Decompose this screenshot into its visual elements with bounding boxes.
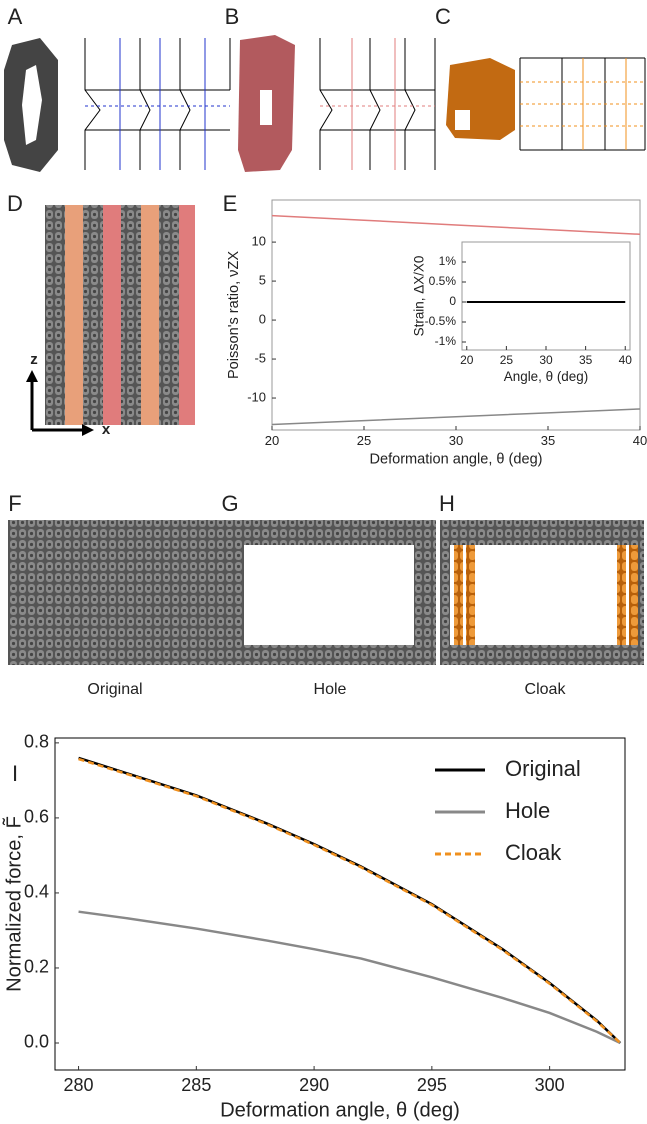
- x-tick-label: 20: [460, 353, 474, 367]
- plot-frame: [461, 241, 631, 351]
- y-tick-label: 1%: [439, 254, 457, 268]
- y-axis-label: Poisson's ratio, νZX: [226, 251, 242, 379]
- panel-letter: H: [439, 491, 455, 516]
- panel-letter: A: [8, 4, 23, 29]
- panel-label: Hole: [314, 681, 347, 698]
- y-tick-label: 0.6: [24, 807, 49, 827]
- x-tick-label: 35: [541, 433, 555, 448]
- x-axis-label: Deformation angle, θ (deg): [220, 1100, 460, 1122]
- x-tick-label: 285: [181, 1075, 211, 1095]
- panel-letter: D: [7, 191, 23, 216]
- series-line: [271, 214, 641, 236]
- panel-label: Original: [87, 681, 142, 698]
- x-tick-label: 40: [619, 353, 633, 367]
- y-tick-label: -5: [254, 350, 266, 365]
- y-tick-label: -0.5%: [425, 314, 457, 328]
- lattice-d: [26, 205, 195, 436]
- x-tick-label: 40: [633, 433, 647, 448]
- cell-illustration-a: [4, 38, 231, 172]
- y-tick-label: 0.8: [24, 732, 49, 752]
- axis-letter: x: [102, 421, 111, 438]
- y-tick-label: 5: [259, 273, 266, 288]
- lattice-hole: [222, 520, 436, 665]
- panel-letter: C: [435, 4, 451, 29]
- y-tick-label: 0.5%: [429, 274, 457, 288]
- series-line: [78, 757, 622, 1044]
- x-tick-label: 280: [64, 1075, 94, 1095]
- x-tick-label: 290: [299, 1075, 329, 1095]
- y-tick-label: 10: [252, 234, 266, 249]
- x-tick-label: 35: [579, 353, 593, 367]
- y-tick-label: 0.0: [24, 1032, 49, 1052]
- cell-illustration-c: [446, 57, 646, 151]
- y-tick-label: 0.4: [24, 882, 49, 902]
- y-axis-label: Strain, ΔX/X0: [412, 256, 427, 337]
- x-axis-label: Deformation angle, θ (deg): [369, 452, 542, 468]
- y-tick-label: 0: [259, 312, 266, 327]
- cell-illustration-b: [238, 35, 436, 172]
- y-tick-label: -10: [247, 389, 266, 404]
- legend-label: Original: [505, 756, 581, 781]
- x-tick-label: 30: [539, 353, 553, 367]
- x-tick-label: 25: [500, 353, 514, 367]
- y-tick-label: 0: [449, 294, 456, 308]
- plot-frame: [54, 737, 626, 1071]
- x-tick-label: 25: [357, 433, 371, 448]
- panel-letter: G: [221, 491, 238, 516]
- legend-label: Hole: [505, 798, 550, 823]
- lattice-cloak: [440, 520, 644, 665]
- x-tick-label: 300: [535, 1075, 565, 1095]
- panel-letter: F: [8, 491, 21, 516]
- x-axis-label: Angle, θ (deg): [504, 369, 588, 384]
- panel-letter: I: [12, 761, 18, 786]
- y-tick-label: -1%: [435, 334, 457, 348]
- x-tick-label: 295: [417, 1075, 447, 1095]
- panel-letter: E: [223, 191, 238, 216]
- axis-letter: z: [30, 351, 38, 368]
- series-line: [78, 910, 621, 1045]
- panel-letter: B: [225, 4, 240, 29]
- panel-label: Cloak: [525, 681, 567, 698]
- x-tick-label: 30: [449, 433, 463, 448]
- lattice-original: [8, 520, 222, 665]
- y-axis-label: Normalized force, F̃: [2, 816, 25, 992]
- series-line: [271, 408, 641, 426]
- x-tick-label: 20: [265, 433, 279, 448]
- legend-label: Cloak: [505, 840, 562, 865]
- y-tick-label: 0.2: [24, 957, 49, 977]
